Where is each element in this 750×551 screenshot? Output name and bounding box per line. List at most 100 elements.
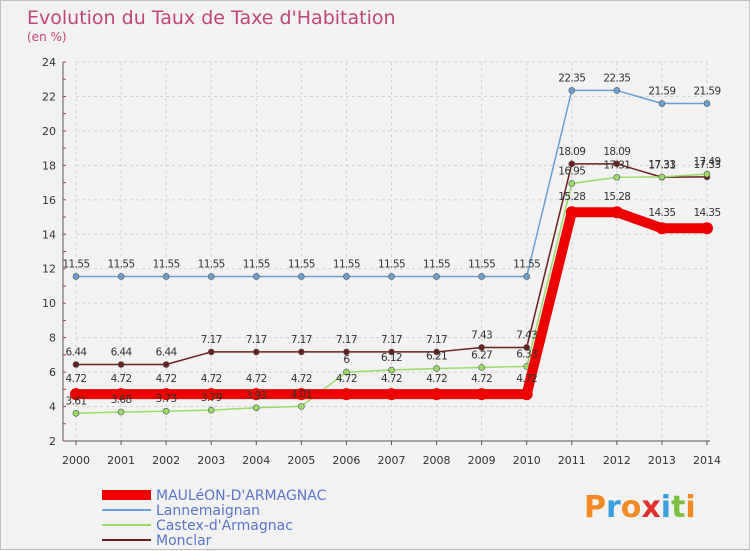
data-point [565, 206, 578, 219]
data-label: 11.55 [198, 258, 225, 270]
data-point [343, 348, 350, 356]
data-label: 21.59 [648, 86, 675, 98]
data-point [655, 222, 668, 235]
data-label: 4.01 [291, 388, 312, 400]
data-point [72, 273, 80, 280]
x-tick-label: 2009 [468, 454, 496, 467]
data-point [252, 404, 260, 412]
data-label: 11.55 [108, 258, 135, 270]
y-tick-label: 24 [42, 56, 56, 69]
data-label: 14.35 [648, 207, 675, 219]
x-tick-label: 2008 [423, 454, 451, 467]
data-point [523, 273, 531, 280]
data-label: 6.12 [381, 352, 402, 364]
data-point [385, 388, 398, 401]
logo-letter: t [671, 490, 685, 525]
data-label: 4.72 [291, 373, 312, 385]
legend-label: Lannemaignan [156, 503, 260, 519]
data-label: 11.55 [243, 258, 270, 270]
x-tick-label: 2013 [648, 454, 676, 467]
data-point [388, 273, 395, 280]
legend-label: MAULéON-D'ARMAGNAC [156, 488, 327, 504]
x-tick-label: 2011 [558, 454, 586, 467]
data-label: 16.95 [558, 165, 585, 177]
data-point [613, 87, 621, 94]
data-point [613, 173, 621, 181]
data-label: 4.72 [426, 373, 447, 385]
data-point [701, 222, 713, 235]
x-tick-label: 2000 [62, 454, 90, 467]
series-group [70, 87, 713, 417]
data-label: 11.55 [378, 258, 405, 270]
data-label: 6.27 [471, 349, 492, 361]
logo-letter: x [641, 490, 660, 525]
data-label: 4.72 [201, 373, 222, 385]
data-label: 4.72 [336, 373, 357, 385]
data-label: 21.59 [693, 86, 720, 98]
data-point [430, 388, 443, 401]
data-label: 18.09 [603, 146, 630, 158]
data-point [703, 170, 711, 178]
data-label: 7.17 [201, 334, 222, 346]
data-point [340, 388, 353, 401]
proxiti-logo: Proxiti [584, 490, 696, 525]
data-label: 7.43 [516, 329, 537, 341]
data-labels: 4.72 4.72 4.72 4.72 4.72 4.72 4.72 4.72 4.72 4.72… [62, 72, 721, 407]
data-point [205, 388, 218, 401]
data-point [162, 407, 170, 415]
data-point [433, 273, 440, 280]
data-label: 3.79 [201, 392, 222, 404]
y-tick-label: 14 [42, 228, 56, 241]
data-label: 17.31 [603, 159, 630, 171]
data-label: 15.28 [603, 191, 630, 203]
data-label: 11.55 [468, 258, 495, 270]
y-tick-label: 6 [49, 366, 56, 379]
y-tick-label: 12 [42, 263, 56, 276]
data-point [703, 100, 711, 107]
data-label: 4.72 [66, 373, 87, 385]
data-label: 3.68 [111, 394, 132, 406]
y-tick-label: 2 [49, 435, 56, 448]
data-point [162, 273, 170, 280]
data-point [117, 408, 125, 416]
data-label: 6.44 [66, 347, 88, 359]
x-tick-label: 2001 [107, 454, 135, 467]
data-label: 11.55 [153, 258, 180, 270]
data-point [343, 368, 350, 376]
data-label: 4.72 [246, 373, 267, 385]
chart-title: Evolution du Taux de Taxe d'Habitation [27, 7, 396, 29]
data-point [207, 273, 215, 280]
data-label: 11.55 [288, 258, 315, 270]
data-label: 11.55 [423, 258, 450, 270]
data-point [117, 273, 125, 280]
data-label: 11.55 [333, 258, 360, 270]
legend-label: Castex-d'Armagnac [156, 518, 293, 534]
data-label: 6.33 [516, 348, 537, 360]
data-label: 15.28 [558, 191, 585, 203]
data-point [568, 160, 576, 168]
data-point [207, 348, 215, 356]
data-label: 6.44 [111, 347, 133, 359]
data-label: 17.31 [648, 159, 675, 171]
data-point [298, 348, 305, 356]
data-label: 6 [343, 354, 350, 366]
data-point [252, 273, 260, 280]
data-point [295, 388, 308, 401]
data-point [388, 348, 395, 356]
data-label: 14.35 [693, 207, 720, 219]
y-tick-label: 4 [49, 401, 56, 414]
data-label: 6.44 [156, 347, 178, 359]
data-label: 17.33 [648, 159, 675, 171]
data-point [613, 160, 621, 168]
logo-letter: o [621, 490, 642, 525]
data-label: 3.93 [246, 390, 267, 402]
data-point [115, 388, 128, 401]
data-point [478, 364, 485, 371]
data-point [658, 100, 666, 107]
data-label: 7.17 [246, 334, 267, 346]
data-label: 17.33 [693, 159, 720, 171]
data-label: 4.72 [111, 373, 132, 385]
